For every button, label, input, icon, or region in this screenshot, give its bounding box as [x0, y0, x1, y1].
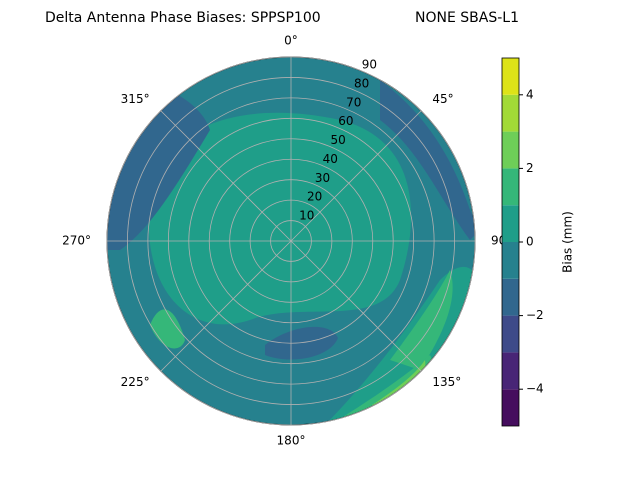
grid-spoke: [290, 110, 422, 242]
theta-tick-label: 135°: [432, 375, 461, 389]
r-tick-label: 80: [354, 76, 369, 90]
colorbar-band: [502, 168, 519, 206]
r-tick-label: 40: [323, 152, 338, 166]
colorbar-band: [502, 389, 519, 426]
r-tick-label: 10: [299, 209, 314, 223]
colorbar-tick-label: 2: [526, 161, 534, 175]
grid-spoke: [290, 240, 422, 372]
r-tick-label: 70: [346, 95, 361, 109]
colorbar-band: [502, 205, 519, 242]
colorbar-band: [502, 131, 519, 169]
contour-region: [150, 309, 185, 349]
grid-spoke: [160, 110, 292, 242]
chart-title: Delta Antenna Phase Biases: SPPSP100: [45, 10, 321, 26]
colorbar-label: Bias (mm): [561, 211, 575, 273]
r-tick-label: 20: [307, 190, 322, 204]
contour-region: [265, 326, 338, 360]
colorbar-band: [502, 242, 519, 279]
colorbar-band: [502, 352, 519, 390]
colorbar-band: [502, 278, 519, 316]
colorbar-band: [502, 315, 519, 353]
contour-region: [380, 80, 475, 240]
contour-region: [148, 112, 412, 325]
theta-tick-label: 315°: [121, 92, 150, 106]
colorbar-tick-label: −2: [526, 308, 544, 322]
chart-subtitle: NONE SBAS-L1: [415, 10, 519, 26]
grid-spoke: [160, 240, 292, 372]
r-tick-label: 30: [315, 171, 330, 185]
theta-tick-label: 45°: [432, 92, 453, 106]
theta-tick-label: 0°: [284, 34, 298, 48]
contour-region: [330, 355, 433, 425]
r-tick-label: 60: [338, 114, 353, 128]
r-tick-label: 90: [362, 58, 377, 72]
colorbar-tick-label: 4: [526, 87, 534, 101]
colorbar-band: [502, 58, 519, 95]
colorbar-tick-label: 0: [526, 235, 534, 249]
theta-tick-label: 225°: [121, 375, 150, 389]
colorbar-band: [502, 94, 519, 132]
theta-tick-label: 270°: [62, 234, 91, 248]
r-tick-label: 50: [330, 133, 345, 147]
contour-region: [390, 270, 453, 370]
colorbar-tick-label: −4: [526, 382, 544, 396]
theta-tick-label: 180°: [277, 434, 306, 448]
